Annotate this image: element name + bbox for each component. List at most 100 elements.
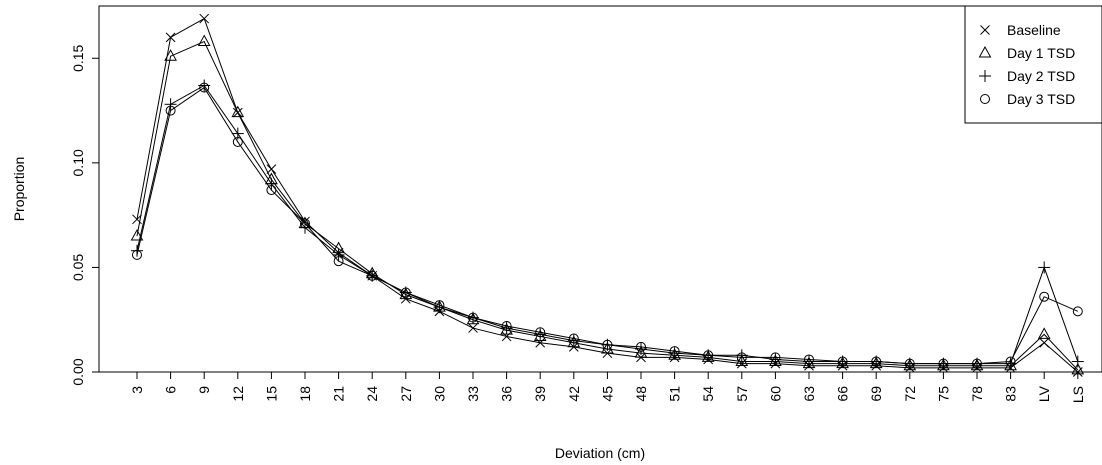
x-tick-label: 72 xyxy=(902,386,918,402)
legend-marker xyxy=(979,70,991,82)
legend-label: Baseline xyxy=(1007,22,1061,38)
data-point xyxy=(199,13,210,24)
data-point xyxy=(232,136,243,147)
x-tick-label: 39 xyxy=(532,386,548,402)
y-tick-label: 0.00 xyxy=(70,358,86,385)
data-point xyxy=(468,312,478,323)
x-tick-label: 48 xyxy=(633,386,649,402)
legend-marker xyxy=(980,94,990,104)
data-point xyxy=(701,350,715,362)
legend-label: Day 3 TSD xyxy=(1007,91,1075,107)
data-point xyxy=(636,341,646,352)
data-point xyxy=(634,346,648,358)
data-point xyxy=(333,256,344,267)
data-point xyxy=(434,300,445,311)
data-point xyxy=(601,341,614,354)
data-point xyxy=(1037,327,1051,339)
data-point xyxy=(736,352,747,363)
data-point xyxy=(602,339,613,350)
series-line xyxy=(136,40,1079,371)
data-point xyxy=(568,333,579,344)
data-point xyxy=(1072,306,1083,317)
data-point xyxy=(1004,358,1017,371)
series-line xyxy=(136,86,1078,365)
data-point xyxy=(165,105,176,116)
x-tick-label: 66 xyxy=(835,386,851,402)
data-point xyxy=(804,354,814,365)
x-tick-label: 27 xyxy=(398,386,414,402)
data-point xyxy=(199,82,210,93)
data-point xyxy=(501,320,512,331)
data-point xyxy=(164,98,177,111)
data-point xyxy=(332,248,345,261)
data-point xyxy=(130,229,144,241)
legend-marker xyxy=(980,25,990,35)
data-point xyxy=(668,348,681,360)
data-point xyxy=(367,270,378,281)
x-tick-label: 9 xyxy=(196,386,212,394)
data-point xyxy=(1038,261,1051,274)
series-layer xyxy=(130,13,1085,377)
data-point xyxy=(266,185,277,196)
x-tick-label: 24 xyxy=(364,386,380,402)
x-tick-label: 51 xyxy=(667,386,683,402)
data-point xyxy=(869,356,883,369)
x-tick-label: 33 xyxy=(465,386,481,402)
x-tick-label: 36 xyxy=(499,386,515,402)
y-tick-label: 0.05 xyxy=(70,254,86,281)
data-point xyxy=(938,358,949,369)
data-point xyxy=(1039,337,1050,348)
data-point xyxy=(703,350,714,361)
data-point xyxy=(500,323,513,335)
x-tick-label: 21 xyxy=(331,386,347,402)
series-plus xyxy=(131,79,1084,370)
data-point xyxy=(836,356,849,369)
x-tick-label: 6 xyxy=(163,386,179,394)
data-point xyxy=(770,352,781,363)
x-tick-label: 12 xyxy=(230,386,246,402)
legend: Baseline Day 1 TSD Day 2 TSD Day 3 TSD xyxy=(964,5,1102,124)
data-point xyxy=(1071,355,1084,368)
x-tick-label: 18 xyxy=(297,386,313,402)
data-point xyxy=(904,358,915,369)
x-axis: 3 6 9 12 15 18 21 24 27 30 33 36 39 42 45 48 51 54 57 60 63 6… xyxy=(129,372,1086,403)
data-point xyxy=(669,346,680,357)
x-tick-label: LS xyxy=(1070,386,1086,403)
data-point xyxy=(165,32,176,43)
x-axis-title: Deviation (cm) xyxy=(555,445,645,461)
data-point xyxy=(1005,356,1016,367)
data-point xyxy=(164,49,177,61)
data-point xyxy=(871,356,882,367)
plot-frame xyxy=(98,5,1102,373)
x-tick-label: 45 xyxy=(599,386,615,402)
data-point xyxy=(197,34,211,47)
data-point xyxy=(400,287,411,298)
x-tick-label: 57 xyxy=(734,386,750,402)
data-point xyxy=(903,358,917,371)
data-point xyxy=(535,327,546,338)
x-tick-label: LV xyxy=(1036,385,1052,402)
legend-marker xyxy=(978,45,992,58)
data-point xyxy=(972,358,982,369)
x-tick-label: 60 xyxy=(767,386,783,402)
data-point xyxy=(266,164,277,174)
x-tick-label: 83 xyxy=(1003,386,1019,402)
data-point xyxy=(300,218,310,229)
x-tick-label: 54 xyxy=(700,386,716,402)
data-point xyxy=(231,105,245,118)
series-circle xyxy=(132,82,1083,369)
legend-label: Day 2 TSD xyxy=(1007,68,1075,84)
data-point xyxy=(468,323,478,333)
legend-box xyxy=(964,5,1102,124)
y-tick-label: 0.15 xyxy=(70,44,86,71)
data-point xyxy=(1039,291,1050,302)
x-tick-label: 63 xyxy=(801,386,817,402)
data-point xyxy=(1071,362,1085,375)
y-axis: 0.00 0.05 0.10 0.15 xyxy=(70,44,99,386)
data-point xyxy=(970,358,984,371)
legend-label: Day 1 TSD xyxy=(1007,45,1075,61)
data-point xyxy=(769,354,782,367)
data-point xyxy=(132,249,142,260)
x-tick-label: 75 xyxy=(935,386,951,402)
